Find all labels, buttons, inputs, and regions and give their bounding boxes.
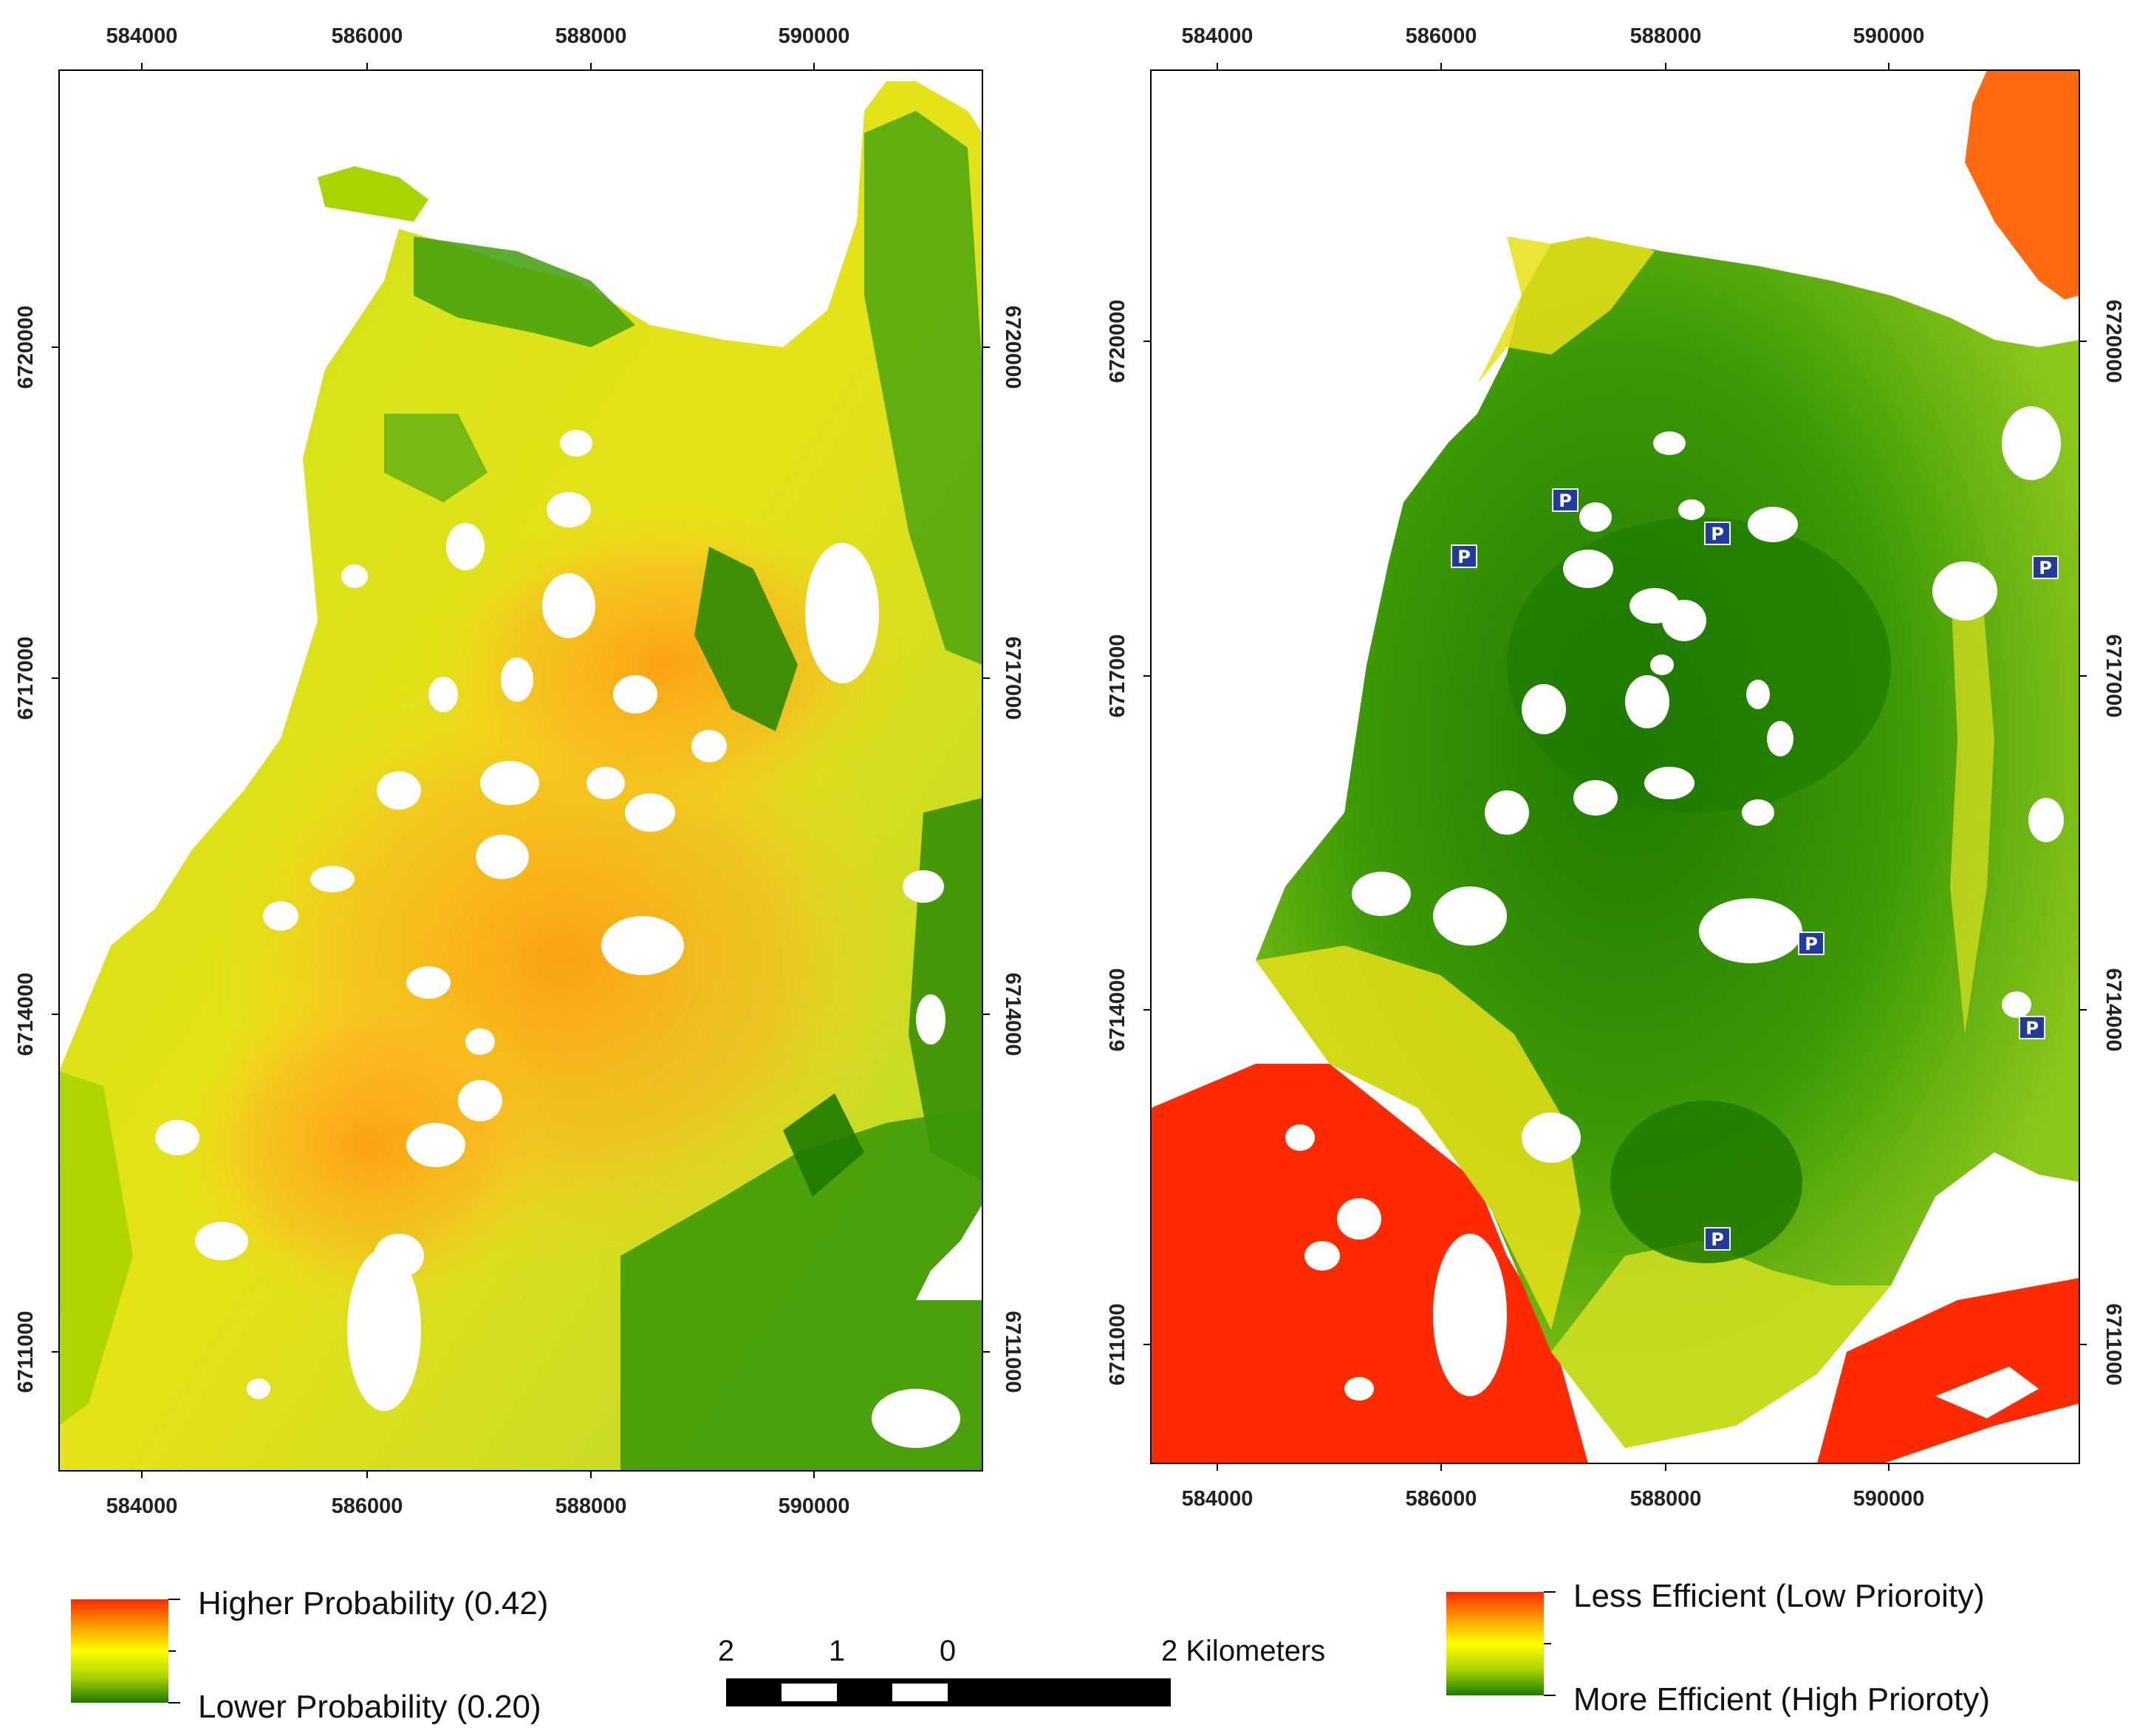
- left-map-y-ticks-left: 6720000 6717000 6714000 6711000: [14, 306, 38, 1393]
- tick-label: 6720000: [14, 306, 38, 389]
- left-legend-ramp: [71, 1599, 168, 1703]
- scale-label-units: 2 Kilometers: [1161, 1635, 1325, 1667]
- parking-label: P: [1711, 524, 1724, 544]
- right-map-y-ticks-left: 6720000 6717000 6714000 6711000: [1106, 300, 1129, 1386]
- right-legend-high-label: Less Efficient (Low Prioroity): [1573, 1578, 1985, 1614]
- right-map-raster: [1151, 70, 2079, 1463]
- parking-label: P: [1457, 547, 1471, 567]
- parking-icon: P: [1798, 932, 1824, 955]
- left-legend-low-label: Lower Probability (0.20): [198, 1689, 541, 1725]
- tick-label: 6711000: [1106, 1303, 1129, 1385]
- tick-label: 586000: [332, 24, 403, 48]
- left-map-y-ticks-right: 6720000 6717000 6714000 6711000: [1001, 306, 1025, 1393]
- right-map-frame: [1150, 69, 2080, 1464]
- left-map-raster: [59, 81, 982, 1471]
- parking-label: P: [2039, 558, 2052, 578]
- parking-icon: P: [2032, 556, 2059, 579]
- right-map-tick-marks: [1143, 63, 2087, 1471]
- tick-label: 590000: [1853, 1487, 1925, 1511]
- tick-label: 6717000: [2101, 635, 2125, 718]
- right-map-x-ticks-top: 584000 586000 588000 590000: [1182, 24, 1925, 48]
- tick-label: 6714000: [1001, 973, 1025, 1056]
- right-legend: Less Efficient (Low Prioroity) More Effi…: [1446, 1578, 1990, 1718]
- tick-label: 590000: [779, 1494, 850, 1518]
- right-map-x-ticks-bottom: 584000 586000 588000 590000: [1182, 1487, 1925, 1511]
- scale-label: 2: [718, 1635, 734, 1667]
- tick-label: 588000: [555, 1494, 627, 1518]
- parking-label: P: [1559, 491, 1572, 511]
- tick-label: 586000: [1406, 24, 1477, 48]
- tick-label: 6720000: [1106, 300, 1129, 383]
- scale-label: 1: [829, 1635, 845, 1667]
- tick-label: 586000: [332, 1494, 403, 1518]
- tick-label: 588000: [555, 24, 627, 48]
- scale-bar: 2 1 0 2 Kilometers: [718, 1635, 1325, 1706]
- right-map-panel: P P P P P P P: [1106, 24, 2125, 1511]
- left-map-panel: 584000 586000 588000 590000 584000 58600…: [14, 24, 1025, 1518]
- tick-label: 6720000: [2101, 300, 2125, 383]
- tick-label: 584000: [106, 1494, 178, 1518]
- right-legend-low-label: More Efficient (High Prioroty): [1573, 1681, 1990, 1718]
- tick-label: 590000: [779, 24, 850, 48]
- tick-label: 6711000: [14, 1310, 38, 1392]
- tick-label: 6714000: [14, 973, 38, 1056]
- left-legend-high-label: Higher Probability (0.42): [198, 1585, 548, 1621]
- left-legend: Higher Probability (0.42) Lower Probabil…: [71, 1585, 548, 1725]
- parking-icon: P: [2019, 1016, 2045, 1039]
- parking-icon: P: [1704, 522, 1731, 545]
- tick-label: 6714000: [1106, 968, 1129, 1052]
- parking-markers: P P P P P P P: [1451, 488, 2059, 1251]
- tick-label: 6711000: [1001, 1310, 1025, 1392]
- tick-label: 6714000: [2101, 968, 2125, 1052]
- tick-label: 6720000: [1001, 306, 1025, 389]
- tick-label: 6717000: [1001, 637, 1025, 720]
- tick-label: 6711000: [2101, 1303, 2125, 1385]
- scale-label: 0: [940, 1635, 956, 1667]
- tick-label: 590000: [1853, 24, 1925, 48]
- parking-icon: P: [1451, 544, 1477, 568]
- tick-label: 588000: [1630, 24, 1702, 48]
- left-map-tick-marks: [52, 63, 990, 1478]
- tick-label: 584000: [1182, 24, 1254, 48]
- tick-label: 6717000: [14, 637, 38, 720]
- tick-label: 584000: [106, 24, 178, 48]
- tick-label: 6717000: [1106, 635, 1129, 718]
- parking-icon: P: [1552, 488, 1579, 512]
- tick-label: 588000: [1630, 1487, 1702, 1511]
- parking-label: P: [1805, 934, 1818, 954]
- tick-label: 586000: [1406, 1487, 1477, 1511]
- left-map-x-ticks-top: 584000 586000 588000 590000: [106, 24, 850, 48]
- parking-label: P: [1711, 1229, 1724, 1250]
- right-map-y-ticks-right: 6720000 6717000 6714000 6711000: [2101, 300, 2125, 1386]
- left-map-x-ticks-bottom: 584000 586000 588000 590000: [106, 1494, 850, 1518]
- right-legend-ramp: [1446, 1592, 1544, 1695]
- tick-label: 584000: [1182, 1487, 1254, 1511]
- parking-label: P: [2025, 1018, 2039, 1039]
- parking-icon: P: [1704, 1227, 1731, 1251]
- left-map-frame: [58, 69, 983, 1472]
